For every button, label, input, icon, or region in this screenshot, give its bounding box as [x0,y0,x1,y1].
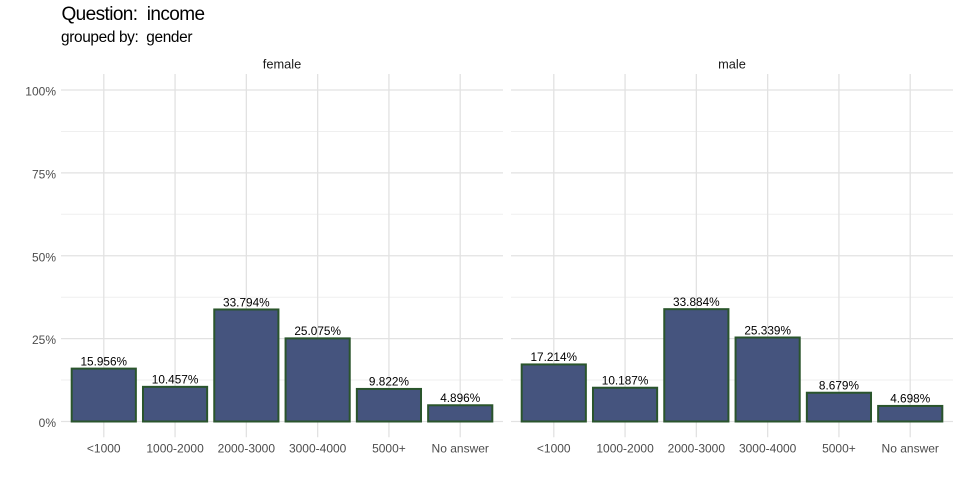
svg-text:2000-3000: 2000-3000 [668,442,726,456]
svg-text:male: male [718,56,746,71]
svg-text:3000-4000: 3000-4000 [739,442,797,456]
svg-text:25.075%: 25.075% [294,324,341,338]
svg-text:1000-2000: 1000-2000 [596,442,654,456]
svg-text:33.794%: 33.794% [223,295,270,309]
svg-text:female: female [263,56,301,71]
svg-text:Question: income: Question: income [62,4,205,25]
svg-text:9.822%: 9.822% [369,375,410,389]
svg-text:33.884%: 33.884% [673,295,720,309]
svg-text:15.956%: 15.956% [80,354,127,368]
svg-text:17.214%: 17.214% [530,350,577,364]
svg-text:25%: 25% [32,333,56,347]
svg-text:4.896%: 4.896% [440,391,481,405]
svg-text:<1000: <1000 [87,442,121,456]
svg-text:4.698%: 4.698% [890,392,931,406]
svg-text:75%: 75% [32,167,56,181]
svg-text:25.339%: 25.339% [744,323,791,337]
svg-text:No answer: No answer [882,442,939,456]
svg-text:0%: 0% [39,416,57,430]
svg-text:2000-3000: 2000-3000 [218,442,276,456]
svg-text:100%: 100% [25,85,56,99]
svg-text:No answer: No answer [432,442,489,456]
svg-text:8.679%: 8.679% [819,379,860,393]
svg-text:10.187%: 10.187% [602,374,649,388]
svg-text:3000-4000: 3000-4000 [289,442,347,456]
svg-text:5000+: 5000+ [372,442,406,456]
svg-text:50%: 50% [32,250,56,264]
svg-text:10.457%: 10.457% [152,373,199,387]
svg-text:grouped by: gender: grouped by: gender [61,29,192,46]
svg-text:<1000: <1000 [537,442,571,456]
svg-text:1000-2000: 1000-2000 [146,442,204,456]
svg-text:5000+: 5000+ [822,442,856,456]
